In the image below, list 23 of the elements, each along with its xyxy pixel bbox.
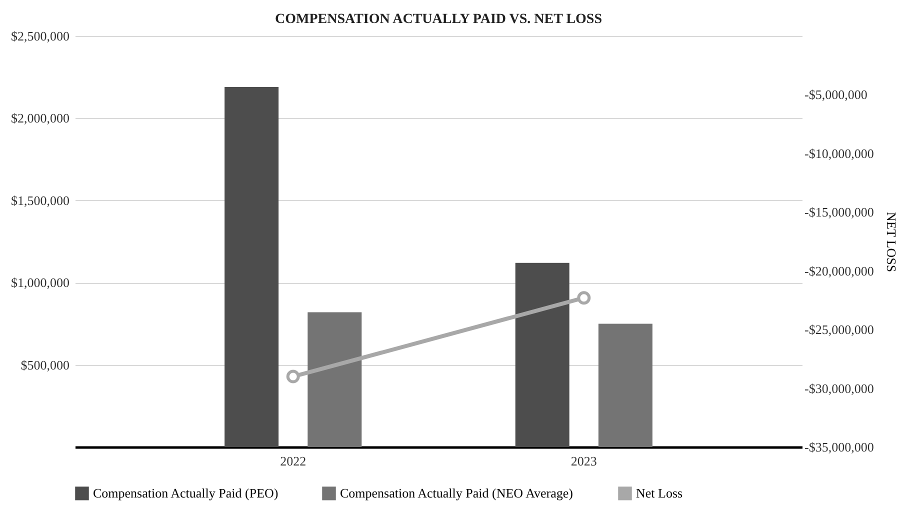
y2-tick-label: -$25,000,000 [804, 322, 874, 338]
y2-tick-label: -$20,000,000 [804, 263, 874, 278]
legend-label: Compensation Actually Paid (PEO) [93, 485, 278, 500]
legend-label: Compensation Actually Paid (NEO Average) [340, 485, 573, 500]
y2-tick-label: -$10,000,000 [804, 146, 874, 161]
bar [308, 312, 362, 447]
y2-tick-label: -$15,000,000 [804, 204, 874, 220]
bar [224, 86, 279, 447]
y-tick-label: $1,000,000 [11, 275, 70, 290]
legend-label: Net Loss [636, 485, 683, 500]
y2-tick-label: -$5,000,000 [804, 87, 868, 102]
y2-axis-title: NET LOSS [884, 212, 899, 272]
y-tick-label: $2,500,000 [11, 28, 70, 44]
y2-tick-label: -$30,000,000 [804, 380, 874, 396]
x-tick-label: 2022 [280, 454, 306, 468]
y2-tick-label: -$35,000,000 [804, 440, 874, 454]
y-tick-label: $1,500,000 [11, 192, 70, 208]
chart-title: COMPENSATION ACTUALLY PAID VS. NET LOSS [274, 12, 602, 27]
y-tick-label: $2,000,000 [11, 110, 70, 126]
y-tick-label: $500,000 [20, 357, 70, 372]
x-tick-label: 2023 [570, 454, 597, 468]
bar [598, 324, 652, 447]
bar [515, 262, 570, 447]
